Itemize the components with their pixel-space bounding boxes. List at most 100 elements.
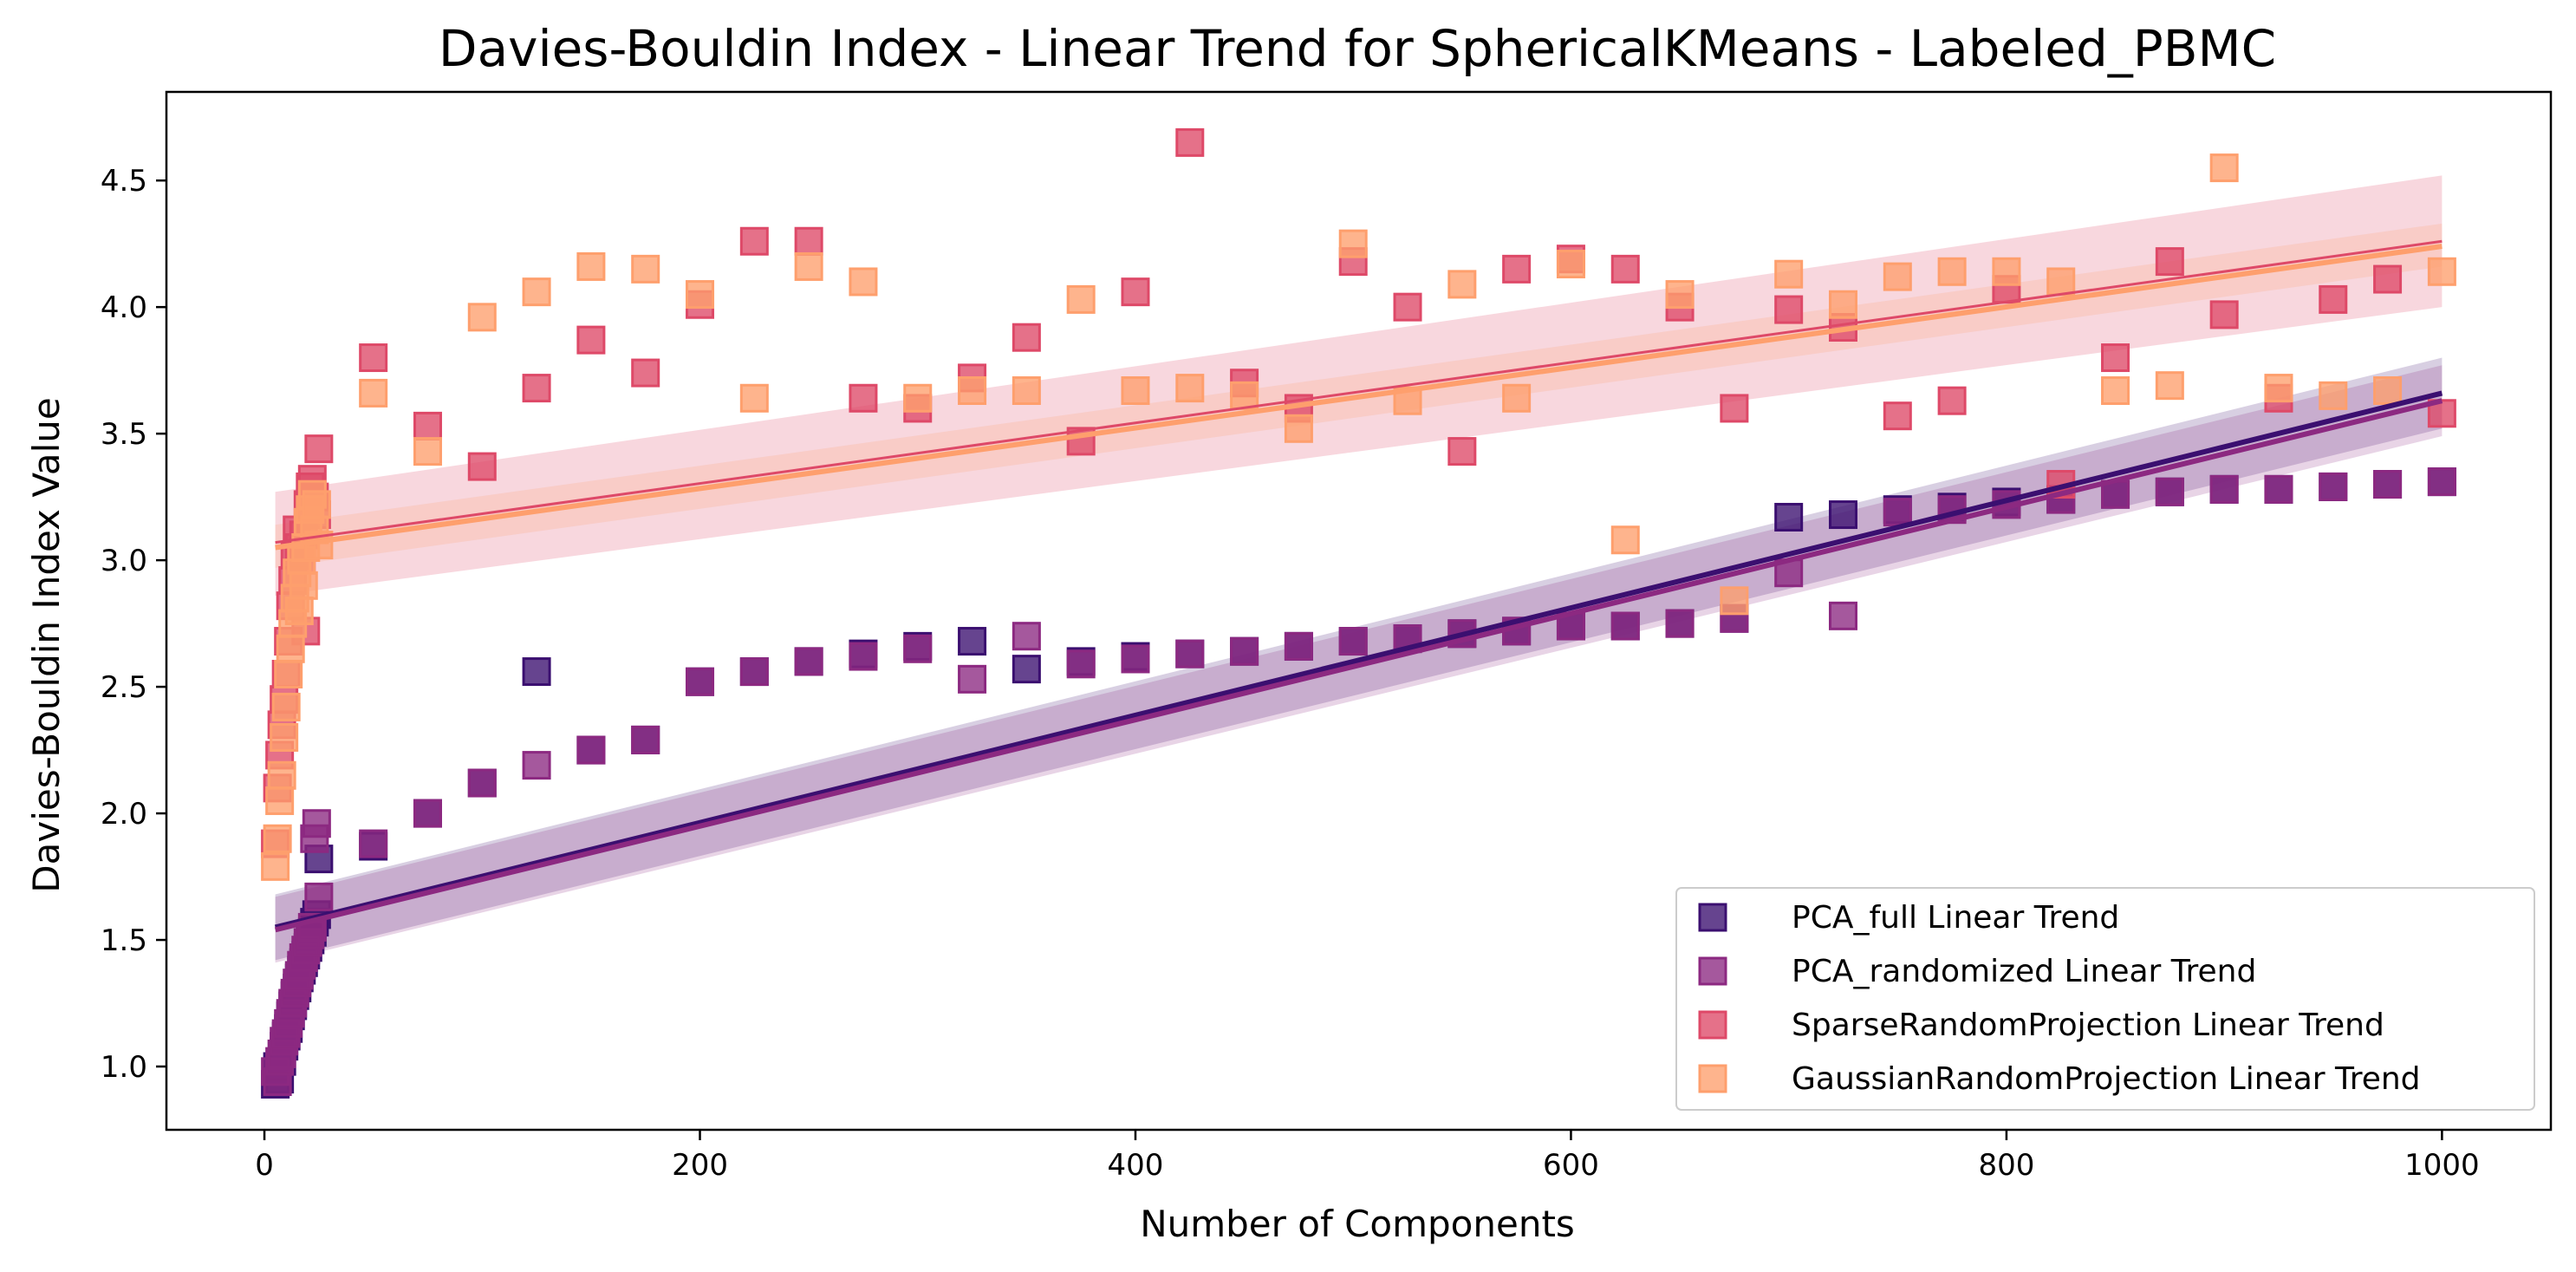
data-point [359,829,388,858]
legend-label: PCA_full Linear Trend [1792,900,2119,936]
data-point [1012,655,1041,684]
legend-marker [1698,903,1727,932]
x-tick-label: 1000 [2404,1148,2480,1183]
data-point [1883,262,1912,291]
data-point [359,378,388,408]
data-point [794,647,823,676]
data-point [686,667,715,696]
data-point [270,722,299,752]
data-point [267,760,296,790]
data-point [1556,611,1585,641]
data-point [1066,649,1096,679]
data-point [2101,376,2130,406]
data-point [1175,639,1205,669]
data-point [631,725,660,754]
data-point [2319,381,2348,410]
data-point [958,664,987,694]
data-point [1610,525,1640,555]
data-point [1883,401,1912,431]
data-point [1012,376,1041,406]
data-point [2319,284,2348,314]
data-point [1720,586,1749,616]
data-point [263,824,292,853]
data-point [739,657,769,687]
data-point [522,277,551,307]
data-point [1447,270,1477,299]
data-point [1556,250,1585,279]
data-point [1828,290,1857,319]
plot-frame [165,90,2553,1132]
data-point [2373,470,2403,499]
data-point [631,358,660,388]
data-point [1338,627,1368,656]
data-point [2046,267,2076,297]
data-point [2155,247,2184,277]
data-point [413,437,442,466]
y-tick-label: 4.0 [101,290,147,325]
data-point [1284,631,1313,661]
data-point [2264,374,2293,403]
data-point [467,303,497,332]
data-point [1393,292,1422,322]
data-point [1502,383,1532,413]
data-point [1665,609,1695,638]
data-point [2209,153,2239,183]
data-point [739,383,769,413]
data-point [794,226,823,256]
legend-marker [1698,1010,1727,1040]
data-point [686,280,715,310]
legend-marker [1698,1064,1727,1093]
data-point [2319,472,2348,501]
data-point [413,799,442,828]
data-point [1175,374,1205,403]
data-point [2373,264,2403,294]
y-tick-label: 3.5 [101,417,147,452]
data-point [522,751,551,780]
legend-box [1675,887,2535,1111]
data-point [413,411,442,440]
data-point [2209,474,2239,504]
trend-line [274,390,2443,930]
data-point [1012,323,1041,352]
data-point [903,634,933,663]
x-tick-label: 200 [672,1148,728,1183]
legend-label: PCA_randomized Linear Trend [1792,954,2256,989]
y-tick-label: 1.0 [101,1050,147,1085]
data-point [794,251,823,281]
data-point [274,659,303,688]
data-point [631,254,660,284]
y-tick-label: 1.5 [101,923,147,958]
data-point [2155,477,2184,506]
data-point [2209,300,2239,329]
data-point [1610,254,1640,284]
data-point [467,452,497,481]
x-tick-label: 0 [255,1148,274,1183]
chart-title: Davies-Bouldin Index - Linear Trend for … [439,19,2276,78]
plot-area: 0 200 400 600 800 1000 1.0 1.5 2.0 2.5 3.0 3.5 4.0 4.… [101,90,2553,1183]
legend-marker [1698,956,1727,986]
data-point [1828,500,1857,530]
data-point [261,851,290,881]
data-point [1828,601,1857,630]
data-point [1992,257,2021,286]
data-point [576,325,606,355]
data-point [1338,229,1368,258]
data-point [2264,474,2293,504]
x-axis-title: Number of Components [1140,1203,1575,1245]
data-point [958,376,987,406]
x-tick-label: 400 [1108,1148,1164,1183]
data-point [302,809,331,838]
y-tick-label: 4.5 [101,164,147,199]
data-point [522,657,551,687]
data-point [302,490,331,519]
data-point [849,267,878,297]
data-point [467,768,497,798]
data-point [359,343,388,373]
legend: PCA_full Linear Trend PCA_randomized Line… [1675,887,2535,1111]
data-point [1937,386,1967,415]
data-point [1665,280,1695,310]
data-point [2427,257,2456,286]
data-point [289,571,318,600]
